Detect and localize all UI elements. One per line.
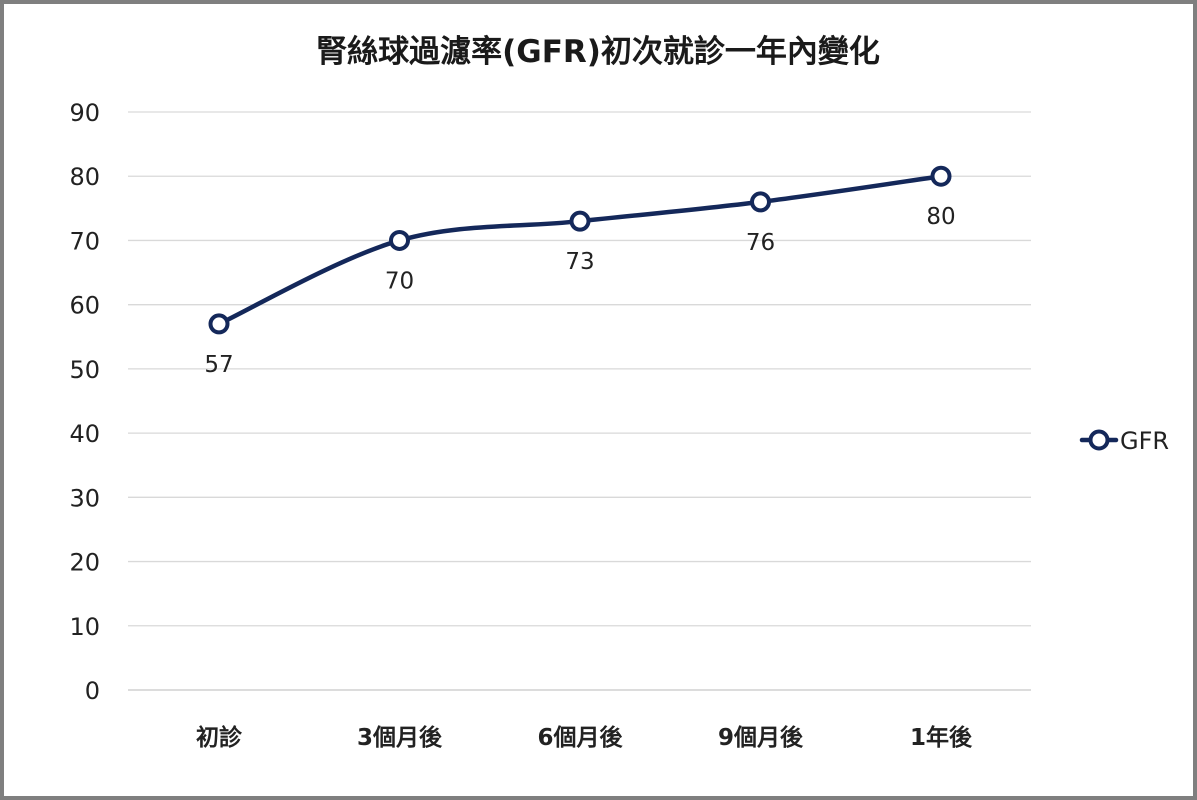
legend-marker bbox=[1088, 429, 1110, 451]
y-tick-label: 60 bbox=[69, 292, 100, 320]
data-point bbox=[208, 313, 230, 335]
data-label: 57 bbox=[204, 352, 233, 378]
y-axis-ticks: 0 10 20 30 40 50 60 70 80 90 bbox=[69, 99, 100, 705]
legend: GFR bbox=[1079, 427, 1169, 455]
y-tick-label: 0 bbox=[85, 677, 100, 705]
x-axis-ticks: 初診 3個月後 6個月後 9個月後 1年後 bbox=[196, 724, 973, 751]
data-point bbox=[569, 210, 591, 232]
x-tick-label: 9個月後 bbox=[718, 724, 804, 751]
data-label: 70 bbox=[385, 268, 414, 294]
data-point bbox=[750, 191, 771, 213]
data-point bbox=[389, 229, 410, 251]
y-tick-label: 50 bbox=[69, 356, 100, 384]
y-tick-label: 90 bbox=[69, 99, 100, 127]
y-tick-label: 40 bbox=[69, 420, 100, 448]
data-labels: 57 70 73 76 80 bbox=[204, 204, 955, 378]
y-tick-label: 80 bbox=[69, 163, 100, 191]
x-tick-label: 3個月後 bbox=[357, 724, 443, 751]
x-tick-label: 6個月後 bbox=[537, 724, 623, 751]
y-tick-label: 20 bbox=[69, 549, 100, 577]
y-tick-label: 70 bbox=[69, 227, 100, 255]
y-tick-label: 30 bbox=[69, 484, 100, 512]
data-point bbox=[930, 165, 952, 187]
x-tick-label: 1年後 bbox=[910, 724, 973, 751]
x-tick-label: 初診 bbox=[196, 724, 243, 751]
data-label: 76 bbox=[746, 230, 775, 256]
legend-label: GFR bbox=[1120, 427, 1169, 455]
y-tick-label: 10 bbox=[69, 613, 100, 641]
data-points bbox=[208, 165, 952, 335]
chart-title: 腎絲球過濾率(GFR)初次就診一年內變化 bbox=[316, 34, 880, 70]
grid bbox=[128, 111, 1031, 691]
data-label: 80 bbox=[926, 204, 955, 230]
data-label: 73 bbox=[565, 249, 594, 275]
